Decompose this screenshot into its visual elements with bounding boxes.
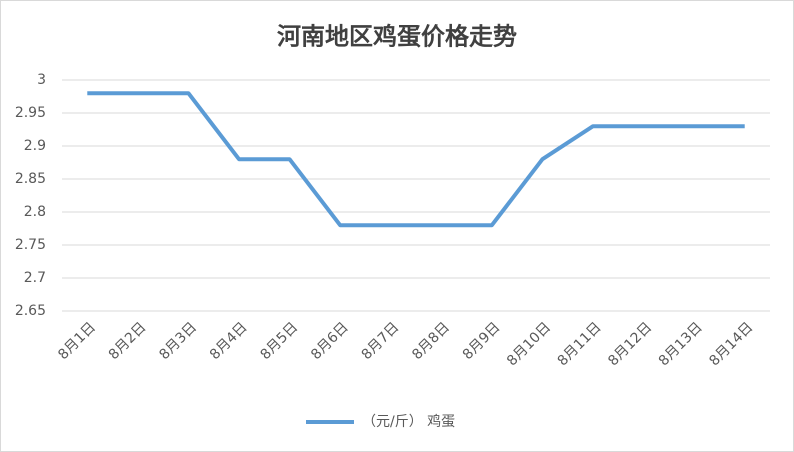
legend-label: （元/斤） 鸡蛋 bbox=[362, 413, 455, 430]
data-line bbox=[87, 91, 745, 228]
y-tick-label: 3 bbox=[37, 72, 46, 88]
y-tick-label: 2.85 bbox=[15, 171, 46, 187]
y-tick-label: 2.8 bbox=[24, 204, 46, 220]
y-tick-label: 2.95 bbox=[15, 105, 46, 121]
y-tick-label: 2.9 bbox=[24, 138, 46, 154]
y-tick-label: 2.65 bbox=[15, 303, 46, 319]
y-tick-label: 2.7 bbox=[24, 270, 46, 286]
y-tick-label: 2.75 bbox=[15, 237, 46, 253]
chart-title: 河南地区鸡蛋价格走势 bbox=[277, 22, 517, 51]
